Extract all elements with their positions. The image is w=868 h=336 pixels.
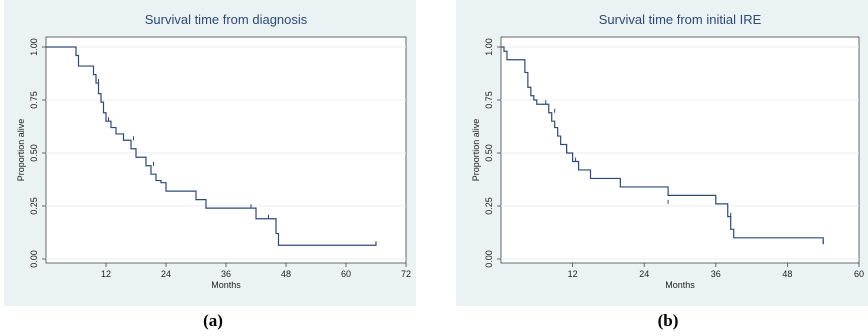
x-tick-label: 60 xyxy=(341,269,351,279)
x-tick-label: 24 xyxy=(161,269,171,279)
y-tick-label: 0.50 xyxy=(484,144,494,162)
chart-title: Survival time from initial IRE xyxy=(599,12,762,27)
y-tick-label: 1.00 xyxy=(29,38,39,56)
x-tick-label: 36 xyxy=(221,269,231,279)
caption-b: (b) xyxy=(657,311,679,330)
x-tick-label: 12 xyxy=(101,269,111,279)
y-tick-label: 0.00 xyxy=(484,250,494,268)
survival-chart-b: Survival time from initial IRE 0.00 0.25 0.… xyxy=(471,12,864,290)
x-tick-label: 12 xyxy=(568,269,578,279)
y-tick-label: 0.25 xyxy=(29,197,39,215)
x-axis-label: Months xyxy=(665,280,695,290)
y-tick-label: 0.75 xyxy=(29,91,39,109)
x-tick-label: 72 xyxy=(401,269,411,279)
chart-panel-a: Survival time from diagnosis 0.00 0.25 0.50… xyxy=(4,0,416,306)
survival-step-line xyxy=(501,46,824,245)
plot-area xyxy=(45,36,407,264)
y-tick-label: 0.00 xyxy=(29,250,39,268)
y-tick-label: 0.75 xyxy=(484,91,494,109)
chart-title: Survival time from diagnosis xyxy=(145,12,308,27)
y-axis-label: Proportion alive xyxy=(471,119,481,182)
caption-a: (a) xyxy=(203,311,223,330)
x-tick-label: 48 xyxy=(782,269,792,279)
x-axis-label: Months xyxy=(211,280,241,290)
plot-area xyxy=(500,36,860,264)
x-tick-label: 60 xyxy=(854,269,864,279)
x-tick-label: 24 xyxy=(639,269,649,279)
y-tick-label: 1.00 xyxy=(484,38,494,56)
survival-chart-a: Survival time from diagnosis 0.00 0.25 0.50… xyxy=(16,12,411,290)
y-axis-label: Proportion alive xyxy=(16,119,26,182)
x-tick-label: 48 xyxy=(281,269,291,279)
survival-step-line xyxy=(46,46,377,246)
y-tick-label: 0.50 xyxy=(29,144,39,162)
y-tick-label: 0.25 xyxy=(484,197,494,215)
x-tick-label: 36 xyxy=(711,269,721,279)
chart-panel-b: Survival time from initial IRE 0.00 0.25 0.… xyxy=(456,0,868,306)
